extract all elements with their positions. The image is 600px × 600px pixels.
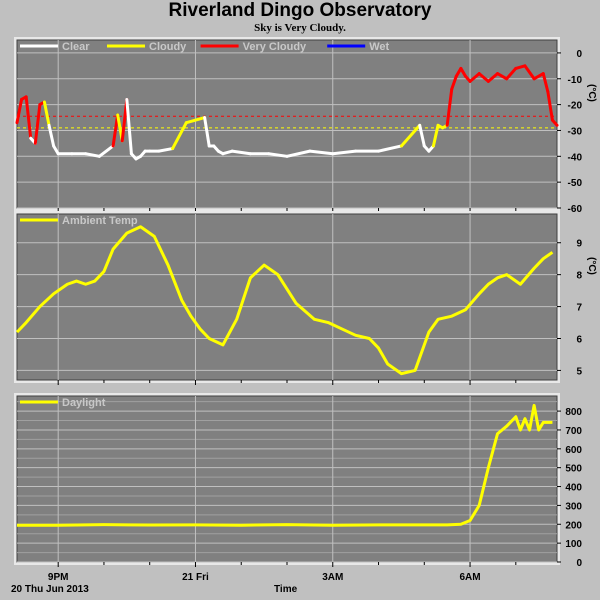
page-title: Riverland Dingo Observatory bbox=[168, 0, 432, 21]
sky-temp-segment bbox=[418, 123, 426, 148]
y-tick-label: -50 bbox=[568, 178, 583, 189]
sky-temp-segment bbox=[184, 116, 207, 125]
legend-item: Daylight bbox=[20, 397, 106, 409]
legend-label: Cloudy bbox=[149, 41, 187, 53]
y-tick-label: 600 bbox=[565, 445, 582, 456]
sky-temp-segment bbox=[84, 152, 101, 158]
legend-label: Very Cloudy bbox=[243, 41, 307, 53]
panel-sky-temperature: 0 -10 -20 -30 -40 -50 -60 (°C) Clear Cloudy Very C… bbox=[14, 37, 597, 215]
y-tick-label: 800 bbox=[565, 407, 582, 418]
legend-item: Clear bbox=[20, 41, 90, 53]
plot-area bbox=[16, 213, 558, 381]
sky-temp-segment bbox=[331, 149, 358, 156]
y-axis-label: (°C) bbox=[586, 257, 597, 275]
y-axis-label: (°C) bbox=[586, 84, 597, 102]
sky-temp-segment bbox=[15, 97, 24, 125]
sky-temp-segment bbox=[541, 72, 550, 94]
sky-temp-segment bbox=[514, 64, 527, 70]
x-axis-label: Time bbox=[274, 584, 298, 595]
sky-condition-subtitle: Sky is Very Cloudy. bbox=[254, 22, 346, 34]
y-tick-label: 7 bbox=[576, 303, 582, 314]
y-tick-label: -10 bbox=[568, 75, 583, 86]
y-tick-label: 8 bbox=[576, 271, 582, 282]
y-tick-label: -20 bbox=[568, 101, 583, 112]
sky-temp-segment bbox=[171, 121, 188, 151]
sky-temp-segment bbox=[468, 72, 481, 83]
x-tick-label: 9PM bbox=[48, 572, 69, 583]
y-tick-label: 0 bbox=[576, 49, 582, 60]
sky-temp-segment bbox=[157, 147, 175, 153]
sky-temp-segment bbox=[486, 72, 500, 83]
date-label: 20 Thu Jun 2013 bbox=[11, 584, 89, 595]
sky-temp-segment bbox=[550, 118, 559, 127]
y-tick-label: -60 bbox=[568, 204, 583, 215]
legend-item: Very Cloudy bbox=[200, 41, 307, 53]
sky-temp-segment bbox=[523, 64, 536, 81]
legend-label: Ambient Temp bbox=[62, 215, 138, 227]
y-tick-label: -40 bbox=[568, 152, 583, 163]
sky-temp-segment bbox=[24, 95, 33, 140]
sky-temp-segment bbox=[203, 116, 211, 148]
sky-temp-segment bbox=[496, 72, 509, 81]
sky-temp-segment bbox=[285, 149, 312, 158]
y-tick-label: 700 bbox=[565, 426, 582, 437]
x-tick-label: 3AM bbox=[322, 572, 343, 583]
daylight-series-line bbox=[17, 403, 553, 527]
sky-temp-segment bbox=[97, 144, 115, 158]
y-tick-label: 200 bbox=[565, 520, 582, 531]
y-tick-label: -30 bbox=[568, 126, 583, 137]
sky-temp-segment bbox=[445, 87, 454, 127]
sky-temp-segment bbox=[42, 100, 51, 127]
legend-item: Ambient Temp bbox=[20, 215, 138, 227]
sky-temp-segment bbox=[546, 90, 554, 122]
panel-ambient-temp: 5 6 7 8 9 (°C) Ambient Temp bbox=[14, 211, 597, 385]
plot-area bbox=[16, 39, 558, 209]
y-tick-label: 300 bbox=[565, 501, 582, 512]
sky-temp-segment bbox=[52, 144, 60, 156]
sky-temp-segment bbox=[450, 74, 458, 91]
sky-temp-segment bbox=[125, 97, 133, 156]
y-tick-label: 400 bbox=[565, 483, 582, 494]
legend-label: Clear bbox=[62, 41, 90, 53]
sky-temp-segment bbox=[431, 123, 440, 148]
y-tick-label: 6 bbox=[576, 335, 582, 346]
sky-temp-segment bbox=[477, 72, 490, 83]
panel-daylight: 0 100 200 300 400 500 600 700 800 Daylight bbox=[14, 393, 582, 569]
sky-temp-segment bbox=[111, 113, 120, 148]
sky-temp-segment bbox=[505, 66, 518, 81]
y-tick-label: 9 bbox=[576, 239, 582, 250]
sky-temp-segment bbox=[33, 103, 42, 145]
sky-temp-segment bbox=[459, 66, 467, 78]
legend-item: Cloudy bbox=[107, 41, 187, 53]
y-tick-label: 100 bbox=[565, 539, 582, 550]
legend-label: Daylight bbox=[62, 397, 106, 409]
x-tick-label: 6AM bbox=[459, 572, 480, 583]
legend-label: Wet bbox=[369, 41, 389, 53]
sky-temp-segment bbox=[308, 149, 335, 156]
x-tick-label: 21 Fri bbox=[182, 572, 209, 583]
sky-temp-segment bbox=[230, 149, 252, 156]
sky-temp-segment bbox=[267, 152, 289, 158]
sky-temp-segment bbox=[532, 72, 545, 81]
sky-temp-segment bbox=[377, 144, 403, 153]
y-tick-label: 0 bbox=[576, 558, 582, 569]
sky-temp-segment bbox=[221, 149, 234, 156]
sky-temp-segment bbox=[399, 123, 422, 148]
ambient-temp-series-line bbox=[15, 225, 554, 376]
plot-area bbox=[16, 395, 558, 563]
legend-item: Wet bbox=[327, 41, 390, 53]
sky-temp-segment bbox=[47, 123, 56, 148]
y-tick-label: 5 bbox=[576, 366, 582, 377]
y-tick-label: 500 bbox=[565, 464, 582, 475]
